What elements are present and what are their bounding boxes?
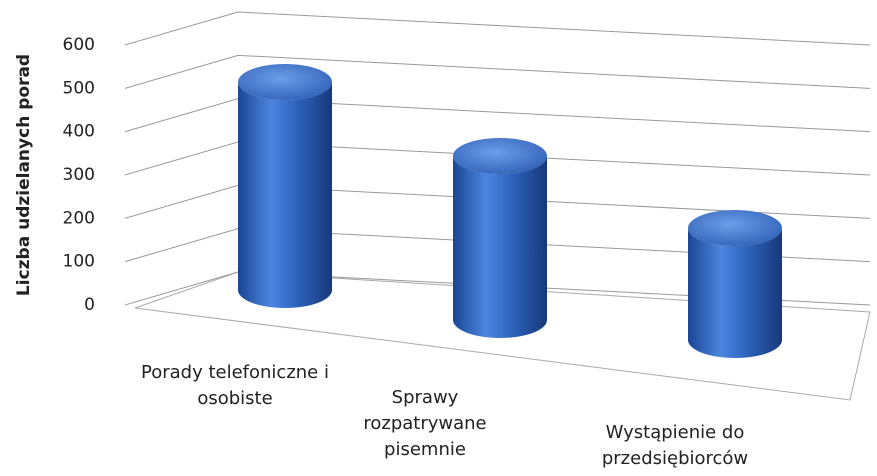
bar-top — [453, 138, 547, 174]
bar — [453, 156, 547, 338]
y-tick-label: 300 — [63, 165, 95, 185]
floor — [134, 271, 871, 401]
bar-top — [688, 210, 782, 246]
y-tick-label: 0 — [84, 295, 95, 315]
x-tick-label: Sprawy rozpatrywane pisemnie — [363, 387, 487, 460]
y-axis-label: Liczba udzielanych porad — [14, 54, 34, 296]
bar — [688, 228, 782, 358]
y-tick-label: 500 — [63, 78, 95, 98]
x-tick-label: Porady telefoniczne i osobiste — [141, 362, 329, 409]
y-tick-label: 400 — [63, 122, 95, 142]
grid-line — [124, 54, 871, 89]
y-tick-label: 200 — [63, 208, 95, 228]
grid-line — [124, 98, 871, 133]
y-tick-label: 100 — [63, 252, 95, 272]
bar-top — [238, 64, 332, 100]
x-tick-label: Wystąpienie do przedsiębiorców — [601, 422, 749, 469]
y-tick-label: 600 — [63, 35, 95, 55]
grid-line — [124, 11, 871, 46]
bar — [238, 82, 332, 308]
